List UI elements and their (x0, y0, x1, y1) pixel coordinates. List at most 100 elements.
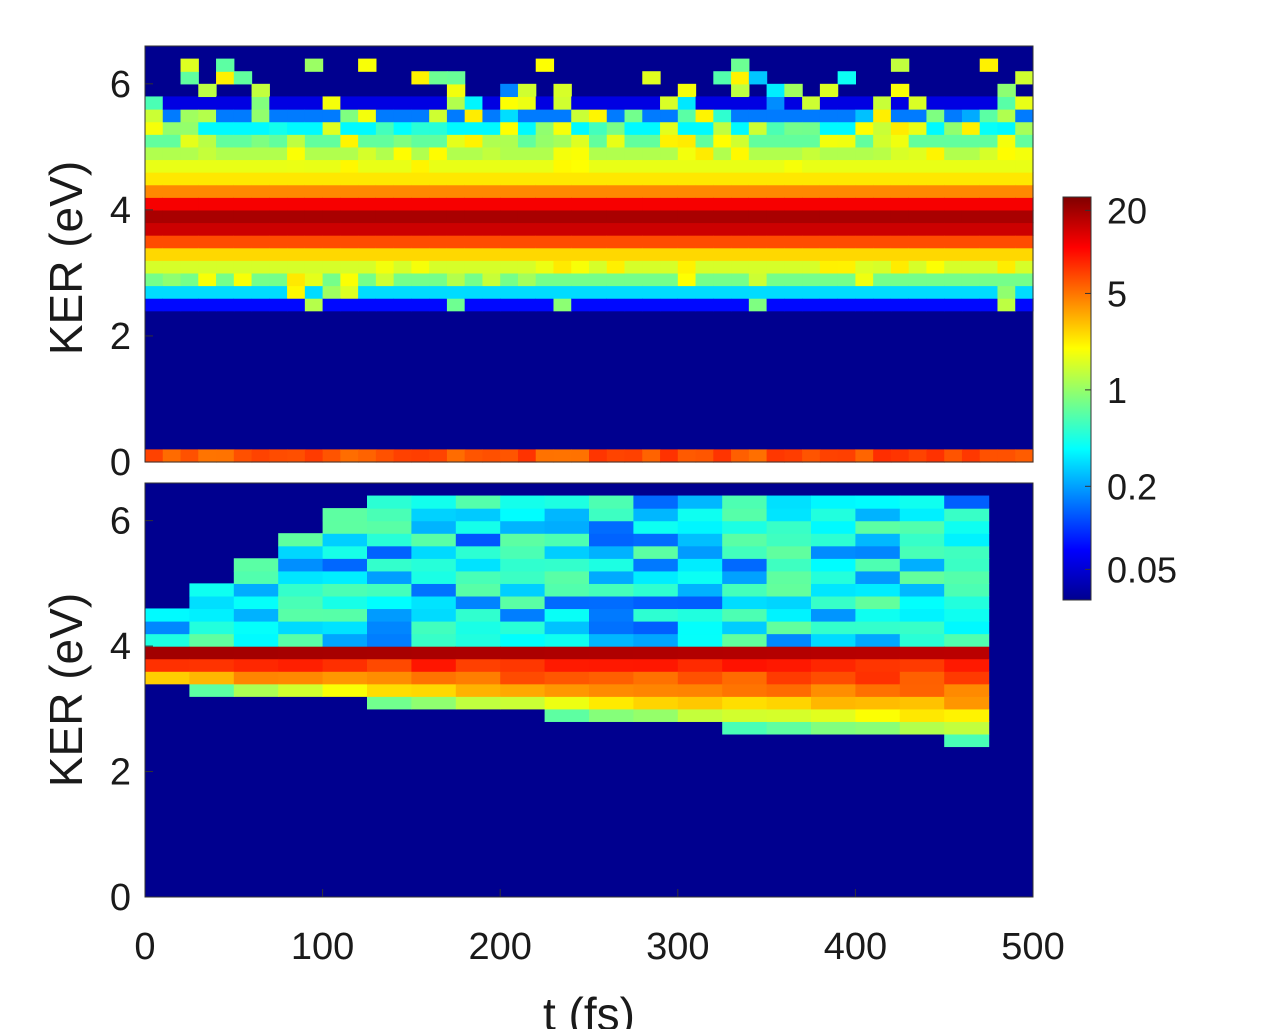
heatmap-cell (660, 109, 679, 123)
heatmap-cell (908, 96, 928, 110)
heatmap-cell (287, 96, 306, 110)
heatmap-cell (606, 159, 626, 173)
heatmap-cell (642, 184, 661, 198)
heatmap-cell (677, 708, 723, 722)
heatmap-cell (899, 495, 945, 509)
heatmap-cell (722, 608, 768, 622)
heatmap-cell (535, 184, 555, 198)
heatmap-cell (1015, 172, 1034, 186)
heatmap-cell (278, 633, 324, 647)
heatmap-cell (517, 272, 537, 287)
heatmap-cell (802, 272, 821, 287)
colorbar-tick-label: 0.2 (1107, 466, 1157, 507)
heatmap-cell (340, 272, 359, 287)
heatmap-cell (944, 298, 963, 312)
heatmap-cell (216, 235, 235, 249)
heatmap-cell (500, 222, 519, 236)
heatmap-cell (251, 222, 270, 236)
heatmap-cell (553, 247, 572, 261)
heatmap-cell (811, 621, 856, 635)
heatmap-cell (358, 121, 377, 135)
heatmap-cell (748, 71, 768, 85)
heatmap-cell (340, 298, 359, 312)
heatmap-cell (784, 235, 803, 249)
heatmap-cell (926, 146, 945, 161)
heatmap-cell (375, 272, 395, 287)
heatmap-cell (482, 184, 501, 198)
heatmap-cell (162, 134, 182, 148)
heatmap-cell (855, 449, 874, 463)
x-tick-label: 300 (646, 926, 709, 968)
heatmap-cell (633, 583, 679, 597)
heatmap-cell (606, 298, 626, 312)
x-tick-label: 0 (134, 926, 155, 968)
heatmap-cell (624, 222, 643, 236)
heatmap-cell (819, 449, 839, 463)
heatmap-cell (748, 235, 768, 249)
heatmap-cell (784, 272, 803, 287)
heatmap-cell (997, 222, 1016, 236)
heatmap-cell (961, 96, 981, 110)
heatmap-cell (367, 545, 412, 559)
heatmap-cell (589, 222, 608, 236)
heatmap-cell (722, 671, 768, 685)
heatmap-cell (979, 146, 999, 161)
heatmap-cell (216, 109, 235, 123)
heatmap-cell (393, 260, 412, 274)
heatmap-cell (571, 197, 590, 211)
heatmap-cell (304, 298, 324, 312)
heatmap-cell (145, 184, 164, 198)
heatmap-cell (944, 533, 990, 547)
heatmap-cell (322, 633, 368, 647)
heatmap-cell (855, 222, 874, 236)
heatmap-cell (633, 621, 679, 635)
heatmap-cell (944, 683, 990, 697)
heatmap-cell (802, 247, 821, 261)
heatmap-cell (251, 235, 270, 249)
heatmap-cell (748, 222, 768, 236)
heatmap-cell (322, 197, 341, 211)
heatmap-cell (961, 159, 981, 173)
heatmap-cell (944, 121, 963, 135)
heatmap-cell (837, 260, 856, 274)
heatmap-cell (997, 247, 1016, 261)
heatmap-cell (606, 260, 626, 274)
heatmap-cell (446, 298, 466, 312)
heatmap-cell (677, 159, 697, 173)
heatmap-cell (1015, 235, 1034, 249)
heatmap-cell (961, 449, 981, 463)
heatmap-cell (811, 671, 856, 685)
heatmap-cell (411, 508, 457, 522)
heatmap-cell (553, 298, 572, 312)
heatmap-cell (633, 558, 679, 572)
heatmap-cell (890, 222, 910, 236)
heatmap-cell (979, 58, 999, 72)
heatmap-cell (500, 608, 546, 622)
heatmap-cell (455, 583, 501, 597)
heatmap-cell (517, 285, 537, 299)
heatmap-cell (997, 184, 1016, 198)
heatmap-cell (908, 146, 928, 161)
heatmap-cell (233, 260, 253, 274)
heatmap-cell (544, 608, 590, 622)
heatmap-cell (482, 197, 501, 211)
heatmap-cell (589, 633, 634, 647)
heatmap-cell (642, 121, 661, 135)
heatmap-cell (811, 583, 856, 597)
heatmap-cell (731, 58, 750, 72)
heatmap-cell (677, 495, 723, 509)
heatmap-cell (731, 235, 750, 249)
heatmap-cell (411, 109, 430, 123)
heatmap-cell (322, 449, 341, 463)
heatmap-cell (553, 109, 572, 123)
heatmap-cell (198, 247, 217, 261)
heatmap-cell (517, 260, 537, 274)
heatmap-cell (722, 545, 768, 559)
heatmap-cell (482, 260, 501, 274)
heatmap-cell (411, 184, 430, 198)
heatmap-cell (446, 96, 466, 110)
heatmap-cell (1015, 109, 1034, 123)
heatmap-cell (899, 621, 945, 635)
heatmap-cell (500, 495, 546, 509)
heatmap-cell (855, 558, 901, 572)
